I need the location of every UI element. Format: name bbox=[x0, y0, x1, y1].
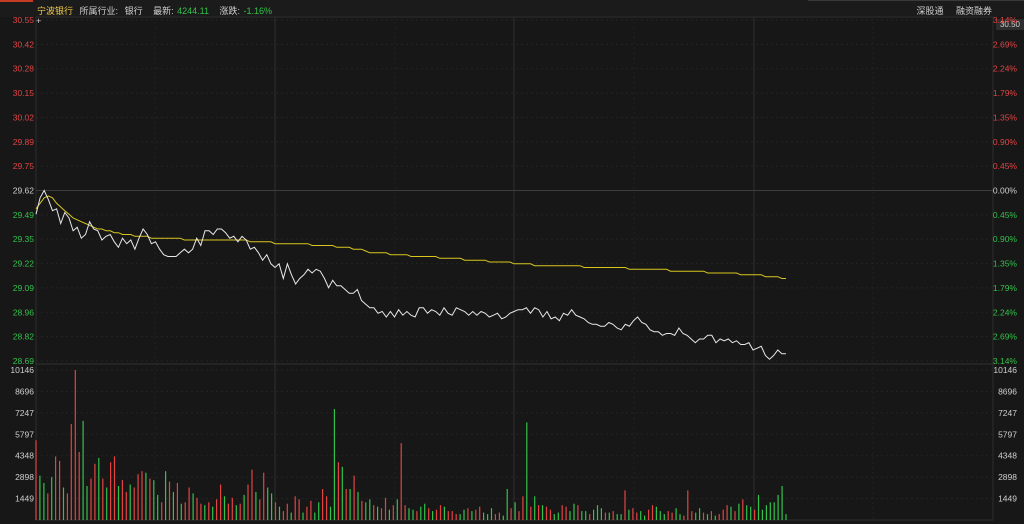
price-tick-label: 29.49 bbox=[13, 210, 35, 220]
volume-tick-label-right: 5797 bbox=[998, 429, 1017, 439]
percent-tick-label: 0.00% bbox=[993, 186, 1018, 196]
price-tick-label: 30.55 bbox=[13, 15, 35, 25]
percent-tick-label: 2.24% bbox=[993, 307, 1018, 317]
change-label: 涨跌: bbox=[219, 6, 241, 16]
grid-lines bbox=[35, 16, 994, 521]
percent-tick-label: 2.24% bbox=[993, 64, 1018, 74]
price-tick-label: 28.96 bbox=[13, 307, 35, 317]
price-tick-label: 30.02 bbox=[13, 112, 35, 122]
price-tick-label: 29.35 bbox=[13, 234, 35, 244]
volume-tick-label-right: 1449 bbox=[998, 494, 1017, 504]
percent-tick-label: 1.79% bbox=[993, 283, 1018, 293]
volume-tick-label: 4348 bbox=[15, 451, 34, 461]
price-tick-label: 29.62 bbox=[13, 186, 35, 196]
percent-axis-right: 3.14% 2.69% 2.24% 1.79% 1.35% 0.90% 0.45% 0.00%… bbox=[993, 15, 1018, 366]
volume-tick-label: 5797 bbox=[15, 429, 34, 439]
volume-tick-label: 8696 bbox=[15, 386, 34, 396]
sgt-link[interactable]: 深股通 bbox=[916, 6, 944, 16]
cursor-marker: + bbox=[36, 16, 41, 26]
percent-tick-label: 2.69% bbox=[993, 39, 1018, 49]
price-tick-label: 30.15 bbox=[13, 88, 35, 98]
average-price-line bbox=[35, 195, 786, 279]
price-line bbox=[35, 189, 786, 360]
volume-tick-label-right: 7247 bbox=[998, 408, 1017, 418]
volume-tick-label-right: 8696 bbox=[998, 386, 1017, 396]
volume-tick-label: 7247 bbox=[15, 408, 34, 418]
right-links: 深股通 融资融券 bbox=[906, 4, 992, 17]
top-bar bbox=[0, 0, 1024, 17]
latest-label: 最新: bbox=[153, 6, 174, 16]
stock-info: 宁波银行 所属行业: 银行 最新: 4244.11 涨跌: -1.16% bbox=[37, 4, 276, 17]
percent-tick-label: 0.90% bbox=[993, 234, 1018, 244]
top-right-divider bbox=[808, 0, 1024, 1]
margin-trading-link[interactable]: 融资融券 bbox=[955, 6, 992, 16]
percent-tick-label: 3.14% bbox=[993, 356, 1018, 366]
price-axis-left: 30.55 30.42 30.28 30.15 30.02 29.89 29.75 29.62… bbox=[13, 15, 35, 366]
price-tick-label: 28.82 bbox=[13, 332, 35, 342]
percent-tick-label: 0.45% bbox=[993, 161, 1018, 171]
percent-tick-label: 0.45% bbox=[993, 210, 1018, 220]
price-tick-label: 28.69 bbox=[13, 356, 35, 366]
latest-value: 4244.11 bbox=[177, 6, 209, 16]
percent-tick-label: 1.79% bbox=[993, 88, 1018, 98]
percent-tick-label: 0.90% bbox=[993, 137, 1018, 147]
price-tick-label: 30.42 bbox=[13, 39, 35, 49]
stock-name[interactable]: 宁波银行 bbox=[37, 6, 74, 16]
industry-label: 所属行业: bbox=[79, 6, 119, 16]
active-tab-accent bbox=[0, 0, 33, 2]
percent-tick-label: 2.69% bbox=[993, 332, 1018, 342]
price-tick-label: 29.75 bbox=[13, 161, 35, 171]
industry-value[interactable]: 银行 bbox=[124, 6, 143, 16]
price-tag: 30.50 bbox=[996, 19, 1024, 30]
percent-tick-label: 3.14% bbox=[993, 15, 1018, 25]
price-tick-label: 29.89 bbox=[13, 137, 35, 147]
volume-tick-label-right: 10146 bbox=[993, 365, 1017, 375]
volume-tick-label: 2898 bbox=[15, 472, 34, 482]
price-tick-label: 30.28 bbox=[13, 64, 35, 74]
price-tick-label: 29.22 bbox=[13, 259, 35, 269]
volume-tick-label-right: 2898 bbox=[998, 472, 1017, 482]
change-value: -1.16% bbox=[243, 6, 273, 16]
volume-bars bbox=[35, 370, 787, 520]
percent-tick-label: 1.35% bbox=[993, 259, 1018, 269]
price-tick-label: 29.09 bbox=[13, 283, 35, 293]
volume-tick-label-right: 4348 bbox=[998, 451, 1017, 461]
volume-axis: 10146 10146 8696 8696 7247 7247 5797 5797 4348 43… bbox=[10, 365, 1017, 504]
volume-tick-label: 1449 bbox=[15, 494, 34, 504]
volume-tick-label: 10146 bbox=[10, 365, 34, 375]
percent-tick-label: 1.35% bbox=[993, 112, 1018, 122]
